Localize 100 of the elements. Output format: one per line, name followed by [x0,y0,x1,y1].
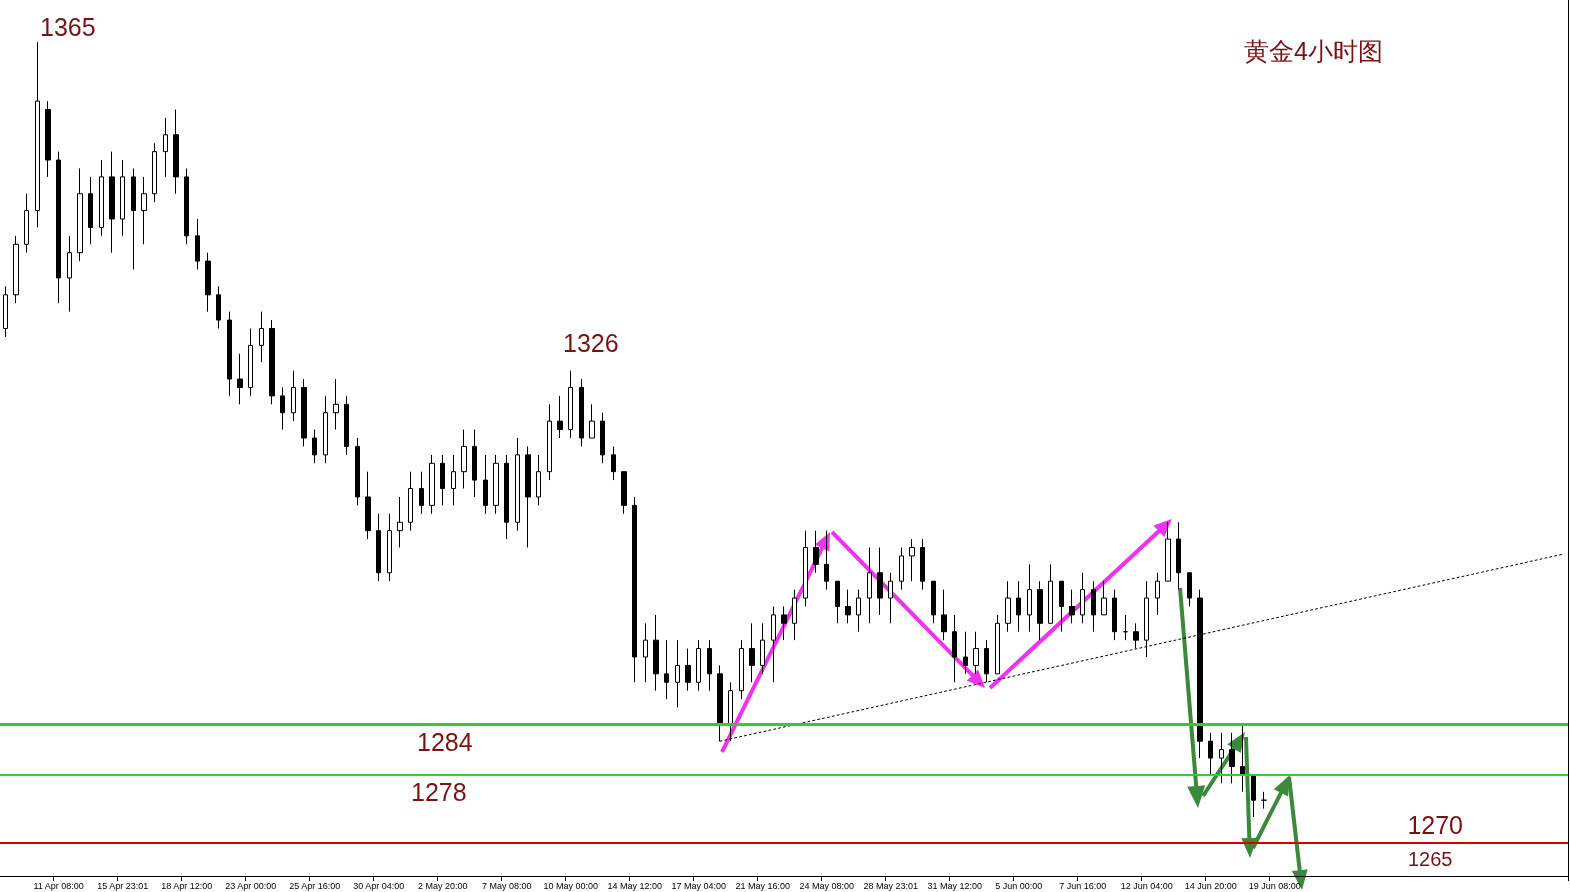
ref-line-label: 1270 [1407,810,1463,839]
x-tick-label: 19 Jun 08:00 [1248,880,1301,891]
candlestick [760,622,765,675]
candlestick [1133,622,1139,650]
candlestick [675,639,680,709]
candlestick [952,614,957,683]
candlestick [579,378,584,447]
candlestick [365,471,371,540]
candlestick [13,235,19,304]
candlestick [835,580,840,624]
x-tick-label: 5 Jun 00:00 [995,880,1043,891]
candlestick [536,454,541,506]
candlestick [557,395,563,439]
candlestick [856,589,861,633]
candlestick [45,100,51,178]
candlestick [632,496,637,683]
candlestick [600,412,605,464]
candlestick [56,151,61,304]
candlestick [216,285,221,329]
candlestick [440,454,445,506]
candlestick [867,547,872,624]
ref-line-label: 1284 [417,727,473,756]
x-tick-label: 14 Jun 20:00 [1184,880,1237,891]
candlestick [3,285,8,338]
candlestick [653,614,659,692]
x-tick-label: 31 May 12:00 [927,880,982,891]
candlestick [312,429,317,464]
candlestick [99,159,104,237]
candlestick [504,454,509,540]
candlestick [621,471,627,515]
x-tick-label: 25 Apr 16:00 [289,880,341,891]
candlestick [739,639,744,700]
candlestick [888,572,893,624]
candlestick [35,41,40,228]
candlestick [589,403,595,439]
annotation: 1265 [1408,848,1453,870]
candlestick [1080,572,1085,624]
candlestick [515,437,520,532]
x-tick-label: 30 Apr 04:00 [353,880,405,891]
candlestick [1229,732,1235,784]
candlestick [1240,723,1245,793]
x-tick-label: 11 Apr 08:00 [33,880,84,891]
candlestick [429,454,435,515]
candlestick [163,117,168,178]
candlestick [355,437,360,506]
candlestick [1144,580,1149,658]
candlestick [547,403,552,481]
candlestick [173,109,179,195]
ref-line-label: 1278 [411,778,467,807]
candlestick [792,589,797,641]
candlestick [643,622,648,683]
candlestick [301,378,307,447]
candlestick [483,454,488,515]
candlestick [109,151,115,254]
candlestick [1048,563,1053,624]
candlestick [685,648,691,692]
candlestick [24,193,29,254]
candlestick [909,538,915,582]
candlestick [387,513,392,582]
x-tick-label: 17 May 04:00 [671,880,726,891]
candlestick [1176,521,1181,591]
candlestick [1091,580,1096,633]
candlestick [696,639,701,692]
candlestick [323,395,328,464]
candlestick [184,167,189,245]
candlestick [899,547,904,591]
candlestick [1101,580,1107,616]
candlestick [195,218,200,271]
candlestick [1187,572,1192,607]
candlestick [749,622,755,683]
candlestick [803,530,808,607]
candlestick [67,235,72,313]
candlestick [781,605,787,641]
candlestick [707,639,712,692]
candlestick [995,614,1000,675]
candlestick [291,370,296,422]
candlestick [472,429,477,498]
candlestick [1123,614,1128,641]
candlestick [1251,774,1256,818]
candlestick [931,580,936,624]
candlestick [1005,580,1011,633]
candlestick [1059,580,1064,633]
candlestick [1016,580,1021,633]
candlestick [1037,580,1043,641]
candlestick [771,605,776,683]
x-tick-label: 7 Jun 16:00 [1059,880,1107,891]
candlestick [1069,589,1075,624]
candlestick [973,631,979,675]
x-tick-label: 18 Apr 12:00 [161,880,213,891]
candlestick [1027,563,1032,633]
candlestick [280,386,285,431]
candlestick [877,547,883,616]
candlestick [269,319,275,405]
candlestick [333,378,339,431]
annotation: 1326 [563,328,619,357]
candlestick [88,176,93,245]
text: 黄金4小时图 [1244,36,1383,65]
candlestick [920,538,925,591]
x-tick-label: 12 Jun 04:00 [1120,880,1173,891]
candlestick [344,395,349,456]
